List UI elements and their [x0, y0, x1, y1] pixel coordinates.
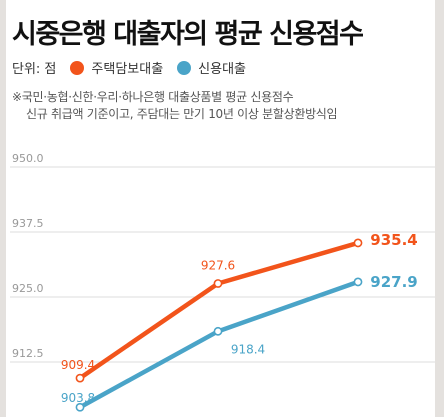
note-line-1: ※국민·농협·신한·우리·하나은행 대출상품별 평균 신용점수: [12, 90, 294, 104]
y-tick-label: 950.0: [12, 152, 44, 165]
y-tick-label: 937.5: [12, 217, 44, 230]
data-label: 935.4: [370, 231, 417, 249]
legend-item-credit: 신용대출: [177, 58, 246, 77]
data-label: 927.9: [370, 273, 417, 291]
chart-note: ※국민·농협·신한·우리·하나은행 대출상품별 평균 신용점수 신규 취급액 기…: [12, 89, 338, 123]
data-point: [213, 279, 223, 288]
legend-dot-credit: [177, 60, 192, 75]
data-label: 918.4: [231, 342, 265, 356]
y-tick-label: 912.5: [12, 347, 44, 360]
note-line-2: 신규 취급액 기준이고, 주담대는 만기 10년 이상 분할상환방식임: [26, 107, 338, 121]
legend-label-credit: 신용대출: [198, 62, 247, 77]
unit-label: 단위: 점: [12, 62, 57, 77]
legend-label-mortgage: 주택담보대출: [91, 62, 164, 77]
right-border: [435, 0, 444, 417]
legend: 단위: 점 주택담보대출 신용대출: [12, 58, 260, 77]
data-label: 903.8: [61, 391, 95, 405]
data-label: 909.4: [61, 358, 95, 372]
data-point: [353, 277, 363, 287]
data-point: [213, 326, 223, 336]
left-border: [0, 0, 6, 417]
chart-title: 시중은행 대출자의 평균 신용점수: [12, 19, 364, 50]
data-point: [75, 402, 85, 412]
data-point: [75, 373, 85, 383]
data-point: [353, 238, 363, 248]
legend-dot-mortgage: [70, 60, 85, 75]
legend-item-mortgage: 주택담보대출: [70, 58, 163, 77]
y-tick-label: 925.0: [12, 282, 44, 295]
data-label: 927.6: [201, 258, 235, 272]
series-line-1: [77, 279, 361, 410]
